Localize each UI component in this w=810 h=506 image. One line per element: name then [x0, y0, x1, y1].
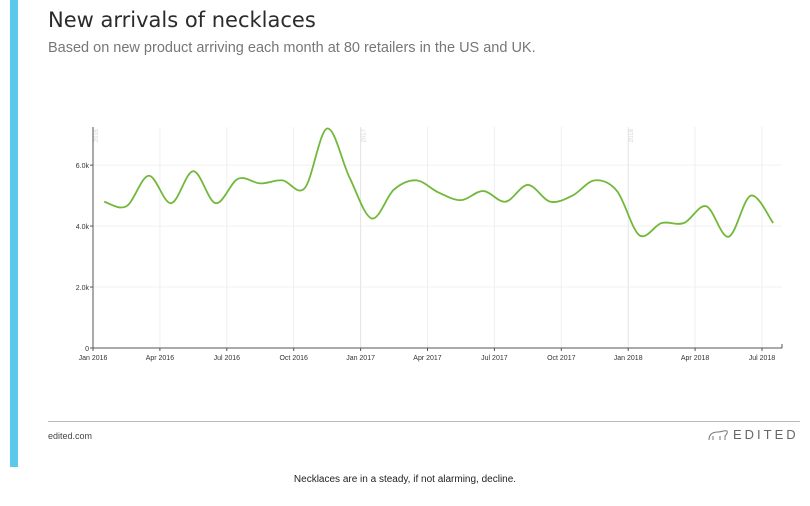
x-tick-label: Jan 2018: [614, 355, 643, 362]
y-tick-label: 6.0k: [76, 163, 90, 170]
chart-title: New arrivals of necklaces: [48, 8, 316, 32]
x-tick-label: Jan 2017: [346, 355, 375, 362]
year-marker: 2016: [94, 128, 100, 142]
y-tick-label: 4.0k: [76, 224, 90, 231]
footer-divider: [48, 421, 800, 422]
x-tick-label: Jan 2016: [79, 355, 108, 362]
caption: Necklaces are in a steady, if not alarmi…: [293, 474, 517, 485]
year-marker: 2018: [629, 128, 635, 142]
line-chart: 0 2.0k 4.0k 6.0k Jan 2016 Apr 2016 Jul 2016 Oct…: [76, 127, 783, 362]
series-line: [103, 127, 774, 238]
x-tick-label: Oct 2016: [279, 355, 308, 362]
site-link[interactable]: edited.com: [48, 431, 93, 441]
x-tick-label: Apr 2017: [413, 355, 442, 362]
year-marker: 2017: [362, 128, 368, 142]
accent-bar: [10, 0, 18, 467]
brand-logo: EDITED: [707, 427, 799, 442]
bear-icon: [708, 429, 728, 440]
x-tick-label: Apr 2018: [681, 355, 710, 362]
x-tick-label: Jul 2018: [749, 355, 776, 362]
brand-name: EDITED: [733, 427, 799, 442]
x-tick-label: Oct 2017: [547, 355, 576, 362]
x-tick-label: Jul 2017: [481, 355, 508, 362]
x-tick-label: Jul 2016: [214, 355, 241, 362]
chart-subtitle: Based on new product arriving each month…: [48, 40, 536, 56]
y-tick-label: 0: [85, 346, 89, 353]
x-tick-label: Apr 2016: [146, 355, 175, 362]
y-tick-label: 2.0k: [76, 285, 90, 292]
